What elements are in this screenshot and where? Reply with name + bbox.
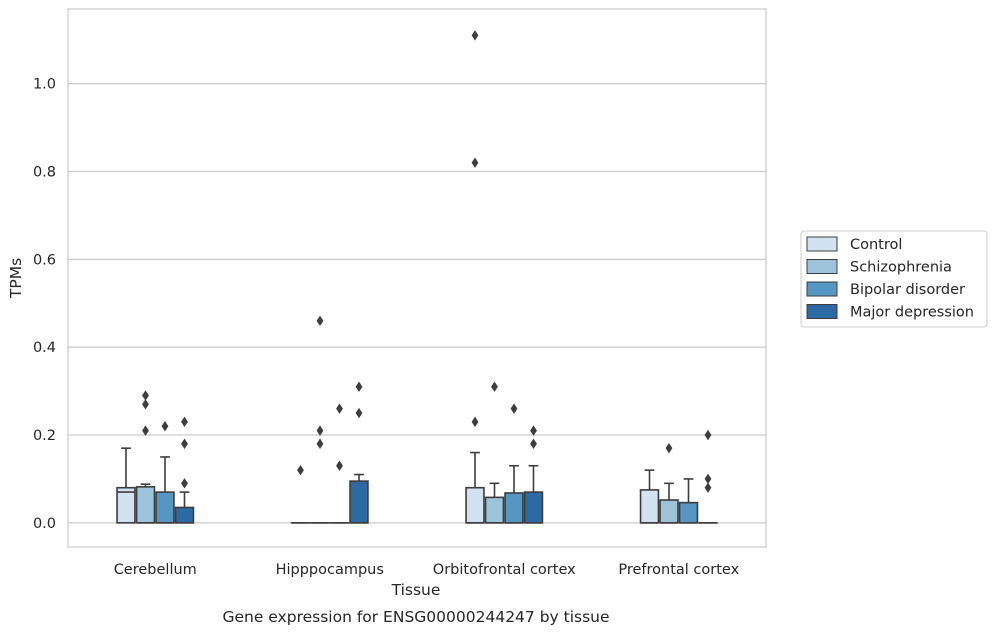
x-axis-title: Tissue [391, 581, 441, 599]
y-tick-label: 0.4 [33, 340, 56, 356]
outlier-point [510, 403, 518, 414]
outlier-point [704, 482, 712, 493]
outlier-point [181, 438, 188, 449]
box-iqr [523, 491, 544, 524]
box-iqr [659, 499, 679, 524]
outlier-point [491, 381, 498, 392]
y-tick-label: 0.0 [33, 516, 56, 532]
outlier-point [355, 381, 363, 392]
outlier-point [161, 421, 169, 432]
outlier-point [316, 315, 324, 327]
outlier-point [142, 425, 149, 436]
legend-frame [800, 230, 988, 328]
box-iqr [174, 506, 195, 524]
box-2-1 [484, 381, 505, 524]
legend-swatch [806, 259, 838, 274]
box-3-1 [659, 442, 679, 524]
legend-label: Control [850, 237, 902, 253]
legend-label: Schizophrenia [850, 260, 952, 276]
outlier-point [336, 403, 343, 414]
box-iqr [155, 491, 175, 524]
legend: Control Schizophrenia Bipolar disorder Majo… [800, 230, 988, 328]
outlier-point [142, 399, 149, 410]
x-tick-label: Cerebellum [114, 562, 197, 578]
legend-label: Major depression [850, 305, 974, 321]
outlier-point [181, 416, 188, 428]
box-1-0 [290, 464, 311, 524]
plot-frame [67, 8, 767, 548]
box-3-2 [678, 478, 699, 524]
box-0-3 [174, 416, 195, 524]
box-0-2 [155, 421, 175, 524]
y-tick-labels: 0.0 0.2 0.4 0.6 0.8 1.0 [33, 77, 56, 532]
outlier-point [355, 407, 363, 419]
box-iqr [484, 496, 505, 524]
box-iqr [678, 501, 699, 524]
outlier-point [665, 442, 673, 454]
x-tick-label: Orbitofrontal cortex [433, 562, 576, 578]
legend-swatch [806, 304, 838, 319]
box-iqr [504, 492, 524, 524]
legend-swatch [806, 281, 838, 297]
y-tick-label: 0.6 [33, 252, 56, 268]
legend-label: Bipolar disorder [850, 282, 965, 298]
y-tick-label: 0.2 [33, 428, 56, 444]
box-1-2 [329, 403, 350, 524]
box-2-3 [523, 425, 544, 524]
box-0-0 [116, 447, 136, 524]
box-iqr [349, 480, 369, 524]
outlier-point [316, 425, 324, 436]
outlier-point [142, 390, 149, 401]
legend-swatch [806, 236, 838, 252]
box-iqr [465, 486, 485, 524]
outlier-point [530, 425, 537, 436]
x-tick-label: Hipppocampus [276, 562, 384, 578]
box-1-3 [349, 381, 369, 524]
outlier-point [336, 460, 343, 471]
outlier-point [181, 478, 188, 489]
outlier-point [704, 473, 712, 485]
y-tick-label: 0.8 [33, 164, 56, 180]
box-0-1 [135, 390, 156, 524]
outlier-point [471, 416, 479, 428]
box-3-3 [698, 429, 718, 524]
figure-caption: Gene expression for ENSG00000244247 by t… [222, 608, 609, 626]
box-2-0 [465, 30, 485, 524]
x-tick-label: Prefrontal cortex [618, 562, 739, 578]
box-iqr [116, 486, 136, 524]
box-1-1 [310, 315, 330, 524]
outlier-point [530, 438, 537, 449]
x-tick-labels: Cerebellum Hipppocampus Orbitofrontal cort… [114, 562, 740, 578]
outlier-point [471, 157, 479, 168]
box-3-0 [639, 469, 660, 524]
y-axis-title: TPMs [7, 258, 25, 299]
boxes [116, 30, 718, 524]
box-iqr [135, 486, 156, 524]
box-iqr [639, 489, 660, 524]
outlier-point [316, 438, 324, 449]
outlier-point [704, 429, 712, 441]
y-tick-label: 1.0 [33, 77, 56, 93]
outlier-point [471, 30, 479, 41]
outlier-point [297, 464, 304, 476]
box-2-2 [504, 403, 524, 524]
